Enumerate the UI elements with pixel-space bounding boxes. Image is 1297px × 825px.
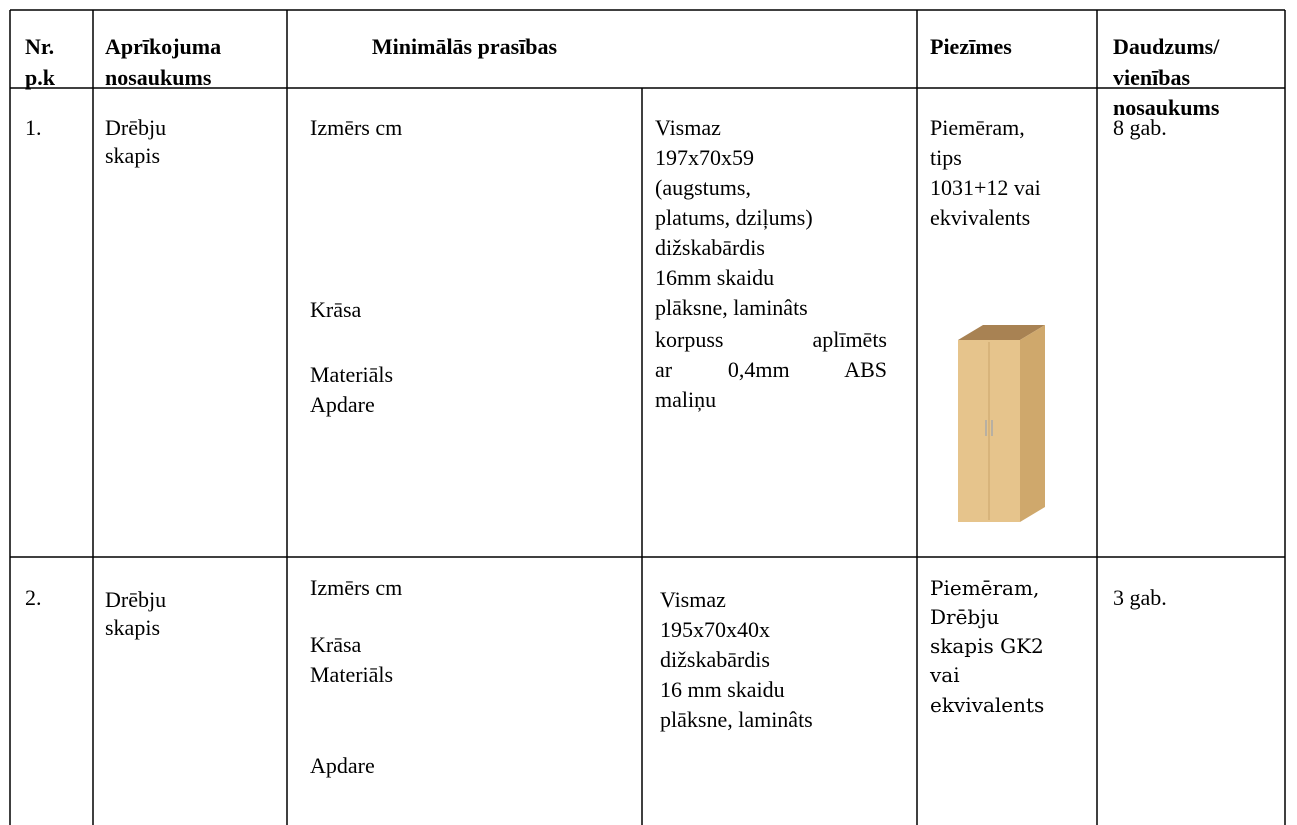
header-cell: Aprīkojuma [105,34,222,59]
header-cell: Daudzums/ [1113,34,1220,59]
item-name: Drēbju [105,115,167,140]
requirement: ar 0,4mm ABS [655,357,887,382]
row-number: 1. [25,115,42,140]
note: skapis GK2 [930,634,1044,658]
wardrobe-image [958,325,1045,522]
note: ekvivalents [930,693,1045,717]
quantity: 3 gab. [1113,585,1167,610]
header-cell: Nr. [25,34,55,59]
note: vai [930,663,960,687]
parameter: Krāsa [310,632,362,657]
item-name: Drēbju [105,587,167,612]
requirement: korpuss aplīmēts [655,327,887,352]
note: Piemēram, [930,576,1040,600]
header-cell: vienības [1113,65,1191,90]
header-cell: Minimālās prasības [371,34,558,59]
row-number: 2. [25,585,42,610]
requirement: (augstums, [655,175,751,200]
requirement: platums, dziļums) [655,205,813,230]
requirement: 16 mm skaidu [660,677,785,702]
requirement: 195x70x40x [660,617,770,642]
requirement: dižskabārdis [655,235,765,260]
header-cell: nosaukums [105,65,212,90]
quantity: 8 gab. [1113,115,1167,140]
header-cell: nosaukums [1113,95,1220,120]
note: Piemēram, [930,115,1025,140]
requirement: dižskabārdis [660,647,770,672]
header-cell: p.k [25,65,55,90]
parameter: Materiāls [310,362,394,387]
requirement: Vismaz [660,587,726,612]
item-name: skapis [105,615,160,640]
parameter: Apdare [310,392,375,417]
requirement: Vismaz [655,115,721,140]
note: ekvivalents [930,205,1031,230]
header-cell: Piezīmes [930,34,1012,59]
requirement: 197x70x59 [655,145,754,170]
note: Drēbju [930,605,1000,629]
note: 1031+12 vai [930,175,1041,200]
parameter: Apdare [310,753,375,778]
parameter: Izmērs cm [310,115,403,140]
requirement: 16mm skaidu [655,265,775,290]
note: tips [930,145,962,170]
parameter: Materiāls [310,662,394,687]
requirement: plāksne, laminâts [660,707,813,732]
parameter: Izmērs cm [310,575,403,600]
requirement: plāksne, laminâts [655,295,808,320]
parameter: Krāsa [310,297,362,322]
requirement: maliņu [655,387,717,412]
item-name: skapis [105,143,160,168]
